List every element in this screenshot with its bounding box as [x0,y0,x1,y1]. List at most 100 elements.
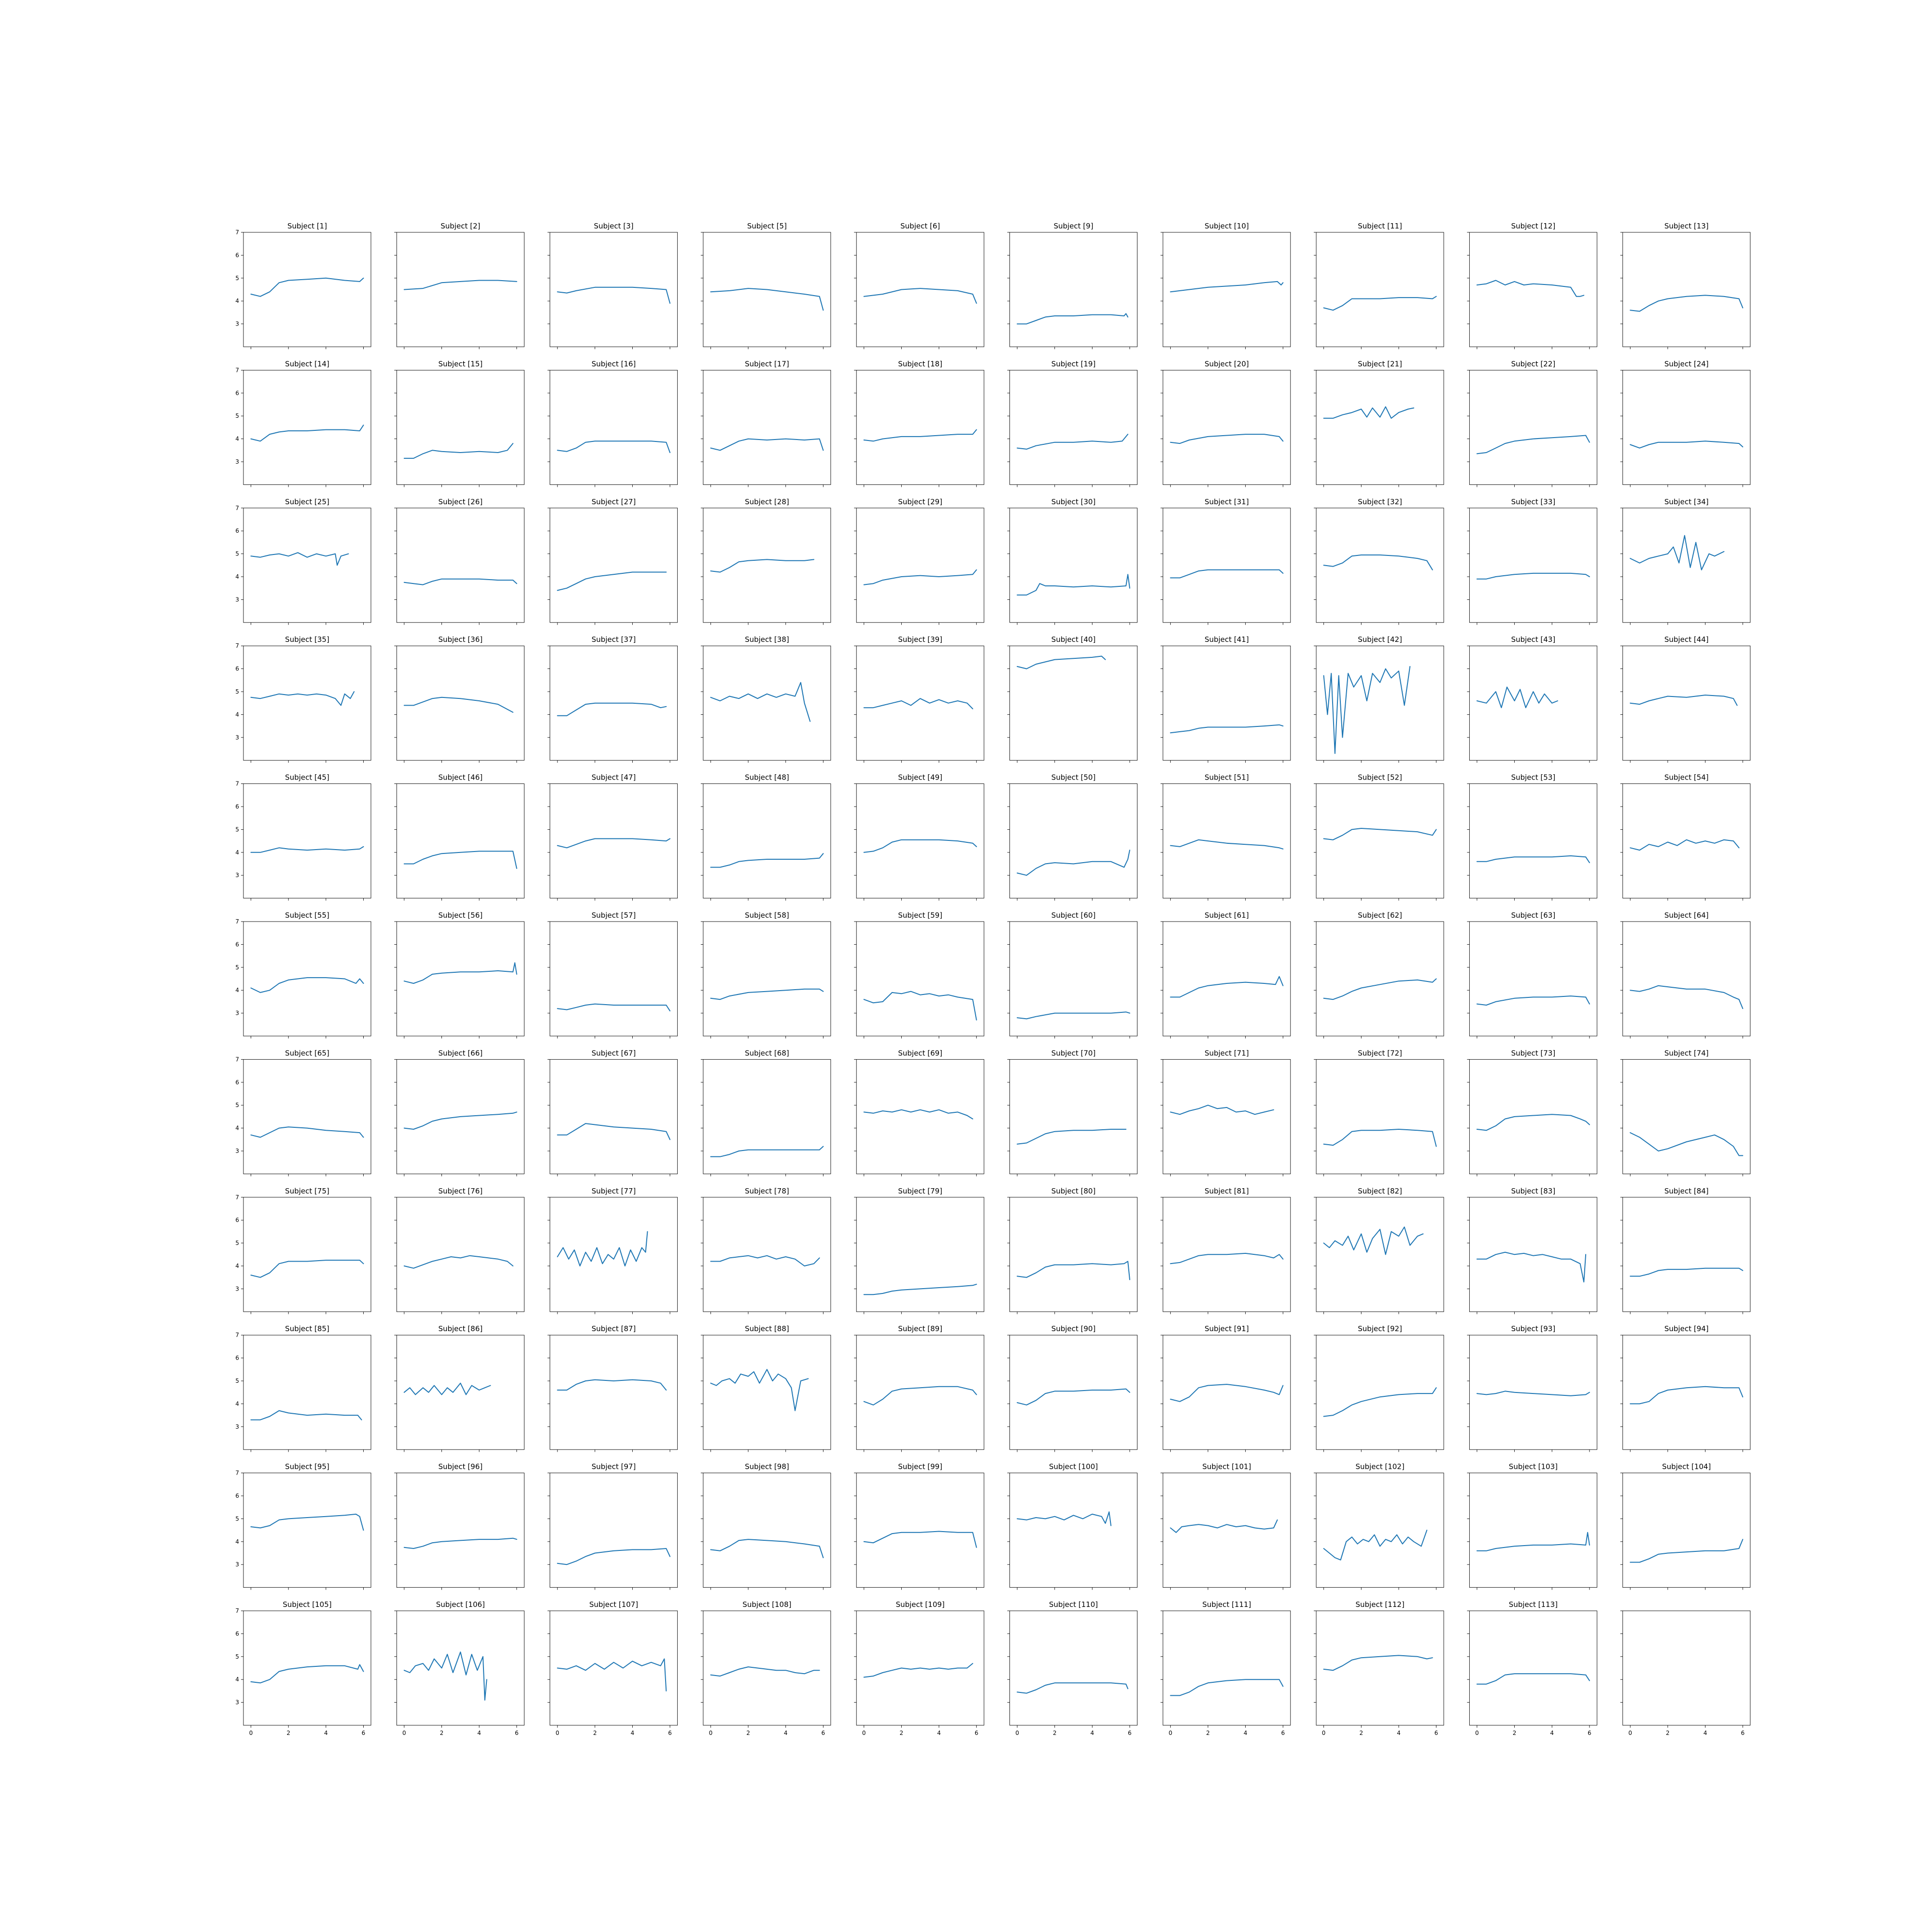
axes-frame [396,508,525,623]
subplot-title: Subject [113] [1509,1600,1558,1609]
y-tick-label: 5 [235,1515,239,1522]
subplot: Subject [12] [1467,222,1597,349]
series-line [557,838,671,849]
axes-frame [396,1335,525,1450]
x-tick-label: 0 [1322,1730,1326,1736]
axes-frame [1009,1335,1137,1450]
subplot: Subject [47] [547,773,678,901]
series-line [1170,569,1284,579]
y-tick-label: 4 [235,849,239,856]
subplot-title: Subject [72] [1358,1049,1402,1057]
subplot: Subject [5] [700,222,831,349]
subplot: Subject [35] 3 4 5 6 7 [235,635,371,763]
series-line [863,1109,973,1120]
subplot: Subject [57] [547,911,678,1038]
axes-frame [1469,921,1597,1037]
series-line [1630,1539,1744,1563]
x-tick-label: 0 [1475,1730,1479,1736]
axes-frame [1163,1610,1291,1726]
axes-frame [1316,1059,1444,1174]
y-tick-label: 4 [235,573,239,580]
subplot-title: Subject [59] [898,911,942,920]
series-line [863,429,977,442]
series-line [1323,666,1411,754]
axes-frame [550,1197,678,1312]
axes-frame [1622,508,1751,623]
y-tick-label: 6 [235,666,239,672]
subplot-title: Subject [40] [1051,635,1096,644]
series-line [557,1379,667,1391]
subplot-title: Subject [86] [438,1324,483,1333]
series-line [1017,655,1106,669]
axes-frame [1622,783,1751,899]
series-line [1630,839,1740,851]
axes-frame [1009,921,1137,1037]
subplot-title: Subject [58] [745,911,789,920]
subplot-title: Subject [60] [1051,911,1096,920]
axes-frame [1163,369,1291,485]
y-tick-label: 5 [235,412,239,419]
series-line [1476,1114,1590,1131]
series-line [403,1255,513,1269]
series-line [1476,1532,1590,1551]
subplot-title: Subject [105] [283,1600,331,1609]
subplot: Subject [22] [1467,359,1597,487]
y-tick-label: 6 [235,1630,239,1637]
subplot-title: Subject [42] [1358,635,1402,644]
x-tick-label: 0 [1169,1730,1173,1736]
series-line [1170,724,1284,734]
subplot: Subject [109] 0 2 4 6 [854,1600,984,1736]
y-tick-label: 4 [235,987,239,994]
axes-frame [550,783,678,899]
axes-frame [1009,645,1137,761]
subplot-title: Subject [30] [1051,497,1096,506]
subplot-title: Subject [78] [745,1187,789,1195]
subplot-title: Subject [101] [1202,1463,1251,1471]
axes-frame [243,1197,371,1312]
series-line [863,288,977,304]
axes-frame [703,369,831,485]
y-tick-label: 4 [235,1125,239,1132]
x-tick-label: 6 [1128,1730,1132,1736]
subplot: Subject [65] 3 4 5 6 7 [235,1049,371,1177]
axes-frame [550,1335,678,1450]
subplot: Subject [91] [1160,1324,1291,1452]
subplot-title: Subject [6] [900,222,940,230]
x-tick-label: 4 [324,1730,328,1736]
subplot: Subject [70] [1007,1049,1137,1177]
subplot-title: Subject [33] [1511,497,1556,506]
subplot-title: Subject [18] [898,359,942,368]
axes-frame [243,232,371,347]
series-line [250,277,364,297]
x-tick-label: 2 [593,1730,597,1736]
series-line [403,962,517,984]
axes-frame [1163,783,1291,899]
axes-frame [243,645,371,761]
subplot-title: Subject [109] [896,1600,945,1609]
subplot-title: Subject [94] [1664,1324,1709,1333]
subplot: Subject [110] 0 2 4 6 [1007,1600,1137,1736]
subplot-title: Subject [93] [1511,1324,1556,1333]
x-tick-label: 4 [1704,1730,1707,1736]
subplot-grid: Subject [1] 3 4 5 6 7 Subject [2] Subject [3] Su… [235,222,1751,1736]
axes-frame [1622,232,1751,347]
x-tick-label: 6 [1588,1730,1591,1736]
y-tick-label: 5 [235,688,239,695]
subplot-title: Subject [62] [1358,911,1402,920]
subplot-title: Subject [54] [1664,773,1709,782]
y-tick-label: 5 [235,1378,239,1384]
subplot-title: Subject [37] [592,635,636,644]
subplot-title: Subject [89] [898,1324,942,1333]
subplot-title: Subject [13] [1664,222,1709,230]
subplot-title: Subject [77] [592,1187,636,1195]
x-tick-label: 0 [1015,1730,1019,1736]
x-tick-label: 4 [1244,1730,1248,1736]
x-tick-label: 4 [631,1730,635,1736]
series-line [1476,435,1590,455]
series-line [1630,295,1744,312]
subplot: Subject [25] 3 4 5 6 7 [235,497,371,625]
subplot: Subject [52] [1314,773,1444,901]
subplot: Subject [94] [1620,1324,1751,1452]
series-line [1630,985,1744,1009]
